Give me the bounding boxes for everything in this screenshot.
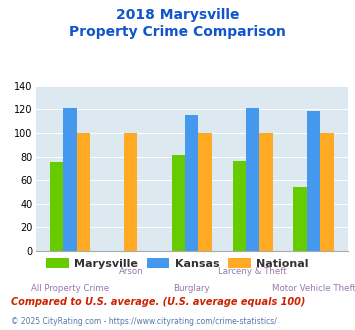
Text: © 2025 CityRating.com - https://www.cityrating.com/crime-statistics/: © 2025 CityRating.com - https://www.city… — [11, 317, 277, 326]
Text: Burglary: Burglary — [173, 284, 210, 293]
Bar — [246, 108, 260, 251]
Bar — [260, 133, 273, 251]
Text: Arson: Arson — [119, 267, 143, 276]
Text: Property Crime Comparison: Property Crime Comparison — [69, 25, 286, 39]
Bar — [320, 133, 334, 251]
Text: Larceny & Theft: Larceny & Theft — [218, 267, 287, 276]
Text: Motor Vehicle Theft: Motor Vehicle Theft — [272, 284, 355, 293]
Bar — [198, 133, 212, 251]
Bar — [307, 111, 320, 251]
Text: 2018 Marysville: 2018 Marysville — [116, 8, 239, 22]
Text: All Property Crime: All Property Crime — [31, 284, 109, 293]
Bar — [185, 115, 198, 251]
Legend: Marysville, Kansas, National: Marysville, Kansas, National — [42, 253, 313, 273]
Bar — [50, 162, 63, 251]
Bar — [171, 155, 185, 251]
Text: Compared to U.S. average. (U.S. average equals 100): Compared to U.S. average. (U.S. average … — [11, 297, 305, 307]
Bar — [77, 133, 90, 251]
Bar — [233, 161, 246, 251]
Bar — [294, 187, 307, 251]
Bar — [124, 133, 137, 251]
Bar — [63, 108, 77, 251]
